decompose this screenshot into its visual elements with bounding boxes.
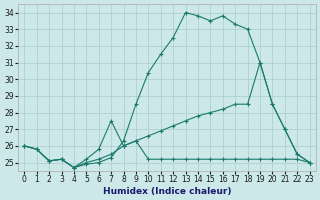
- X-axis label: Humidex (Indice chaleur): Humidex (Indice chaleur): [103, 187, 231, 196]
